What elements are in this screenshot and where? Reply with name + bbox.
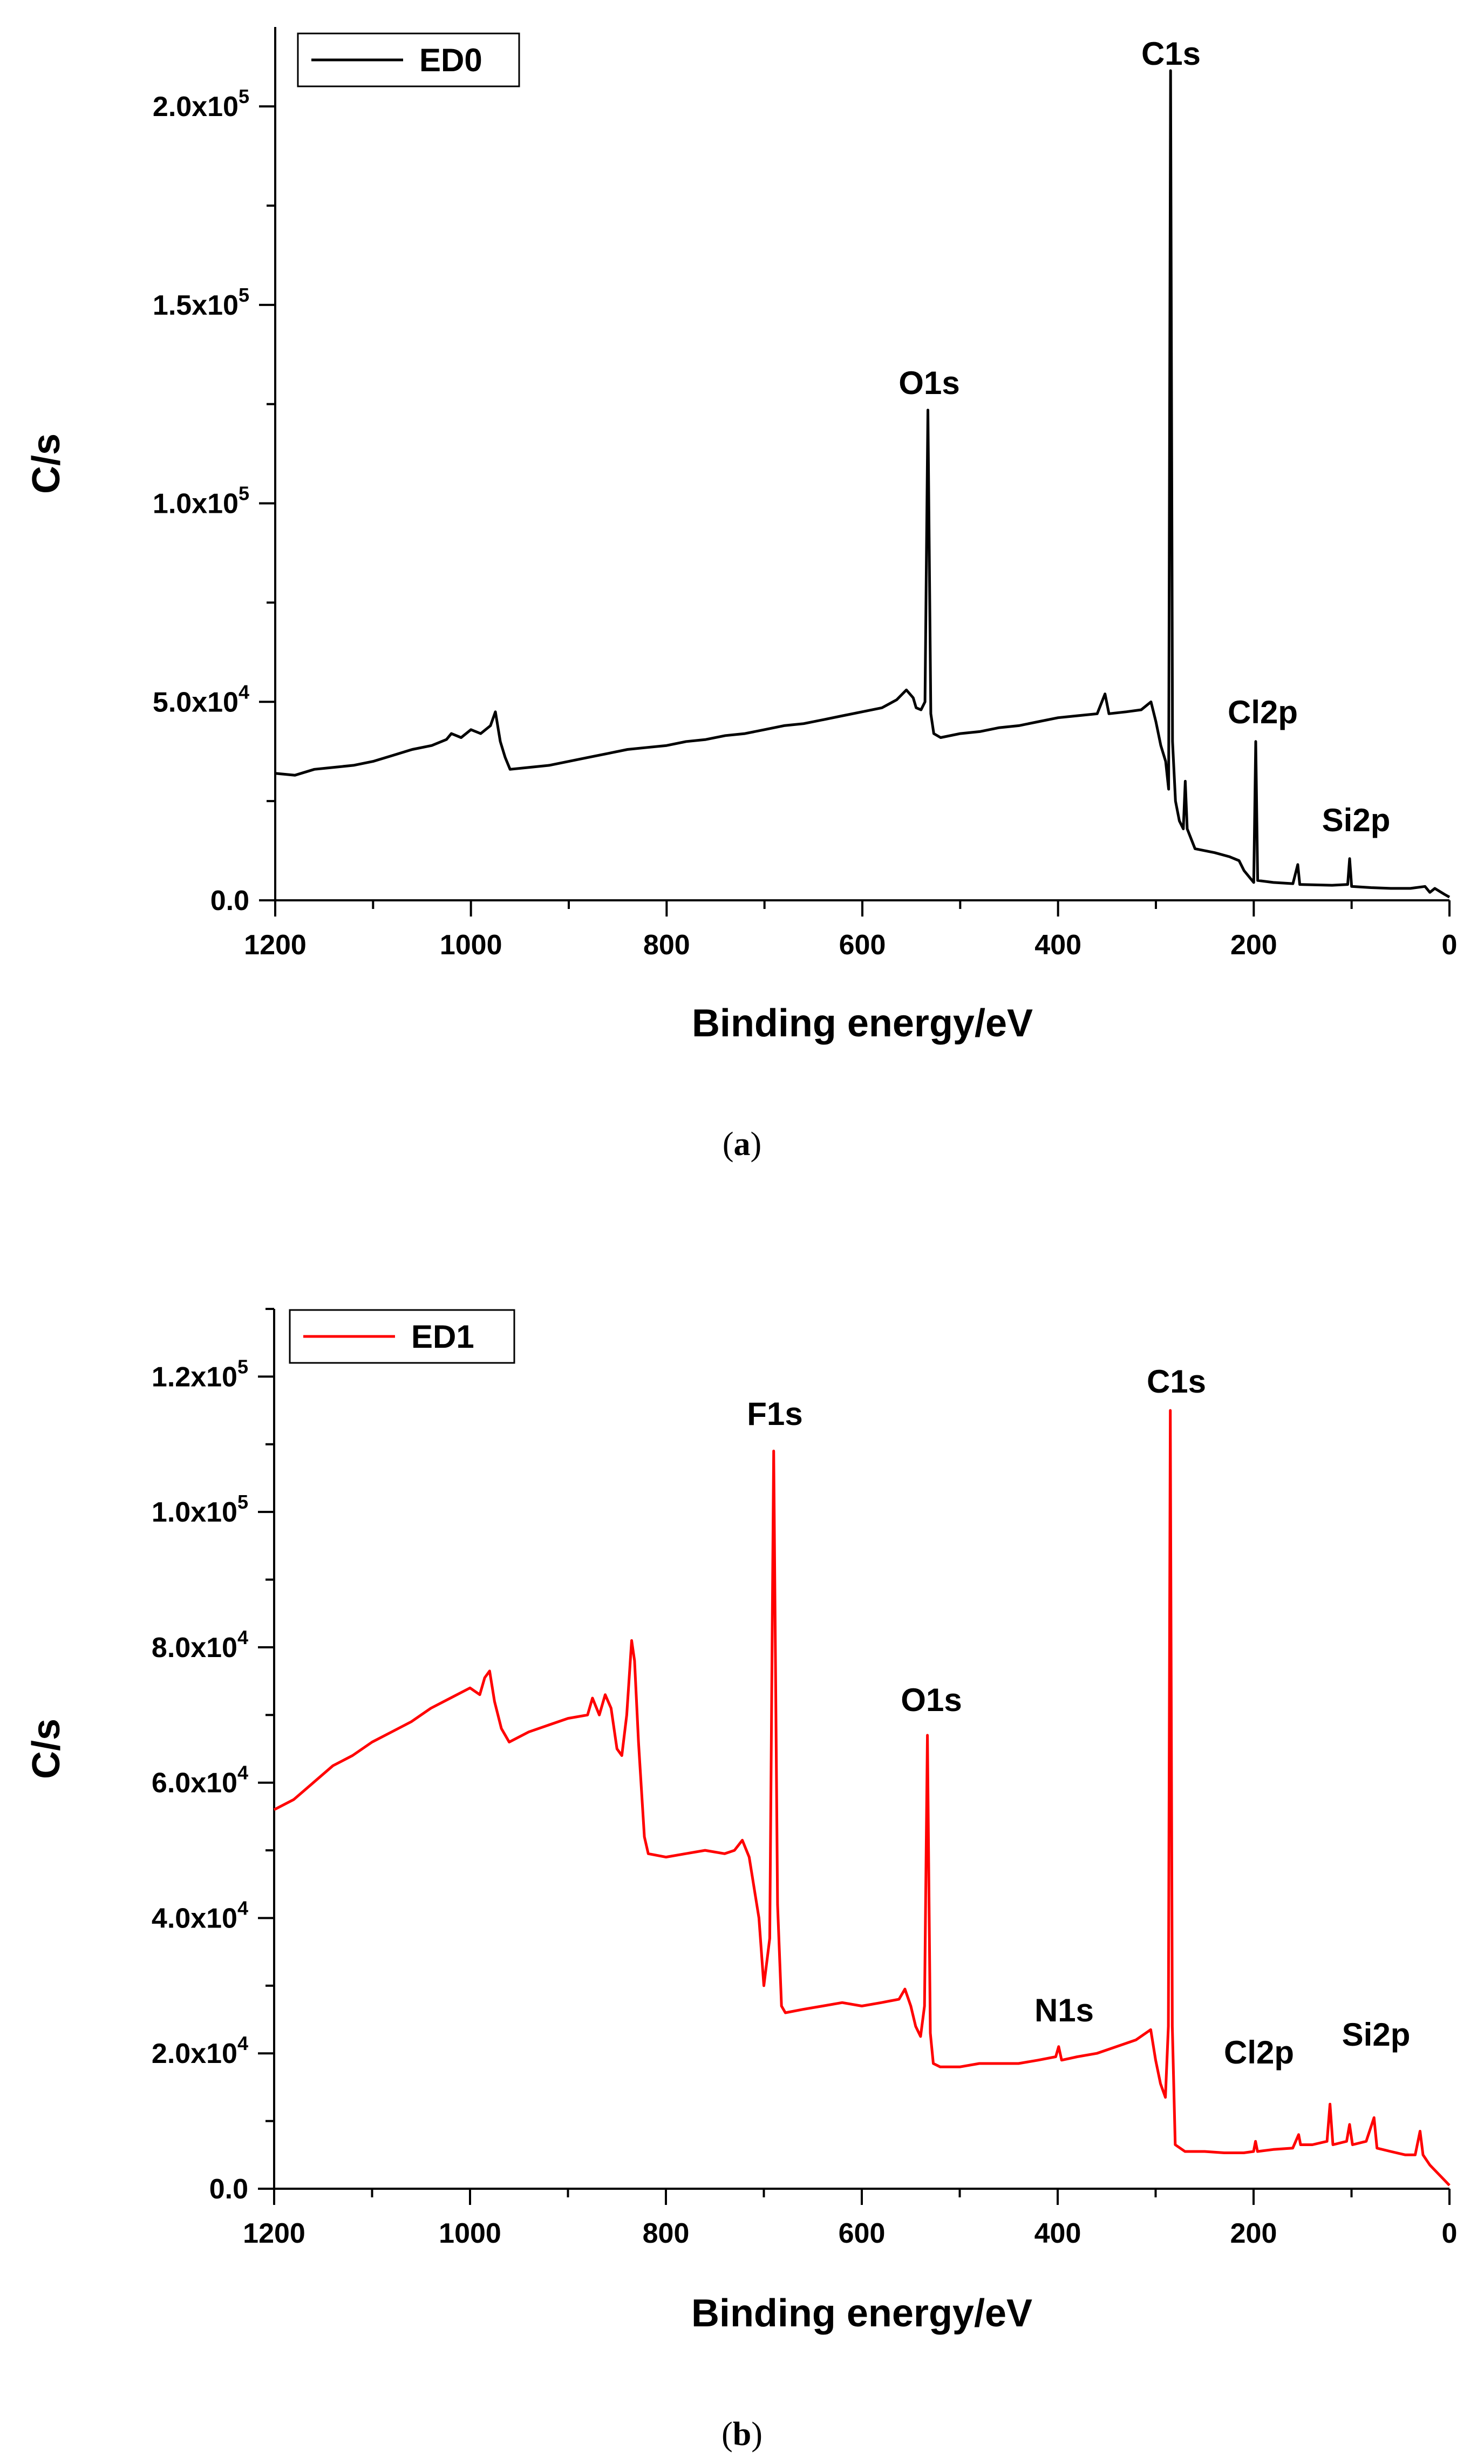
y-tick-label: 0.0 [210, 885, 249, 917]
x-tick-label: 0 [1442, 929, 1458, 961]
x-tick-label: 600 [839, 2218, 886, 2249]
x-tick-label: 1200 [243, 2218, 305, 2249]
y-tick-label: 2.0x104 [152, 2032, 248, 2069]
legend: ED1 [289, 1309, 515, 1364]
x-tick-label: 1000 [439, 2218, 501, 2249]
x-tick-label: 800 [643, 929, 690, 961]
chart-panel-b: 1200 1000 800 600 400 200 0 0.0 2.0x104 4.0x104 6.… [25, 1308, 1458, 2453]
x-tick-label: 800 [643, 2218, 690, 2249]
x-tick-label: 1000 [440, 929, 502, 961]
x-tick-label: 400 [1034, 2218, 1081, 2249]
legend: ED0 [297, 32, 520, 87]
panel-caption: (b) [721, 2416, 763, 2453]
chart-panel-a: 1200 1000 800 600 400 200 0 0.0 5.0x104 1.0x105 1.… [25, 27, 1457, 1163]
y-tick-label: 8.0x104 [152, 1626, 248, 1664]
x-tick-label: 200 [1230, 929, 1277, 961]
peak-label-si2p: Si2p [1342, 2017, 1411, 2053]
x-tick-label: 0 [1442, 2218, 1458, 2249]
series-line-ED1 [273, 1409, 1451, 2187]
peak-label-o1s: O1s [898, 365, 959, 401]
y-tick-label: 2.0x105 [153, 85, 249, 123]
peak-label-si2p: Si2p [1322, 802, 1391, 838]
peak-label-cl2p: Cl2p [1224, 2034, 1294, 2071]
legend-label: ED1 [411, 1319, 474, 1355]
x-tick-label: 600 [839, 929, 886, 961]
x-tick-label: 400 [1034, 929, 1081, 961]
y-tick-label: 1.5x105 [153, 284, 249, 321]
x-axis-title: Binding energy/eV [691, 2292, 1032, 2335]
y-tick-label: 1.2x105 [152, 1355, 248, 1393]
y-axis-title: C/s [25, 433, 68, 494]
y-tick-label: 1.0x105 [152, 1491, 248, 1528]
peak-label-cl2p: Cl2p [1228, 694, 1298, 730]
x-axis-title: Binding energy/eV [692, 1002, 1033, 1045]
peak-label-c1s: C1s [1141, 36, 1201, 72]
peak-label-o1s: O1s [901, 1682, 962, 1718]
peak-label-n1s: N1s [1034, 1992, 1094, 2028]
y-tick-label: 4.0x104 [152, 1897, 248, 1934]
series-line-ED0 [275, 69, 1451, 899]
y-axis-title: C/s [25, 1719, 68, 1779]
y-tick-label: 5.0x104 [153, 681, 249, 718]
panel-caption: (a) [723, 1126, 761, 1163]
legend-label: ED0 [419, 42, 482, 78]
y-tick-label: 1.0x105 [153, 483, 249, 520]
y-tick-label: 0.0 [209, 2174, 248, 2205]
x-tick-label: 200 [1230, 2218, 1277, 2249]
peak-label-c1s: C1s [1147, 1363, 1206, 1400]
x-tick-label: 1200 [244, 929, 307, 961]
peak-label-f1s: F1s [747, 1396, 802, 1432]
y-tick-label: 6.0x104 [152, 1762, 248, 1799]
